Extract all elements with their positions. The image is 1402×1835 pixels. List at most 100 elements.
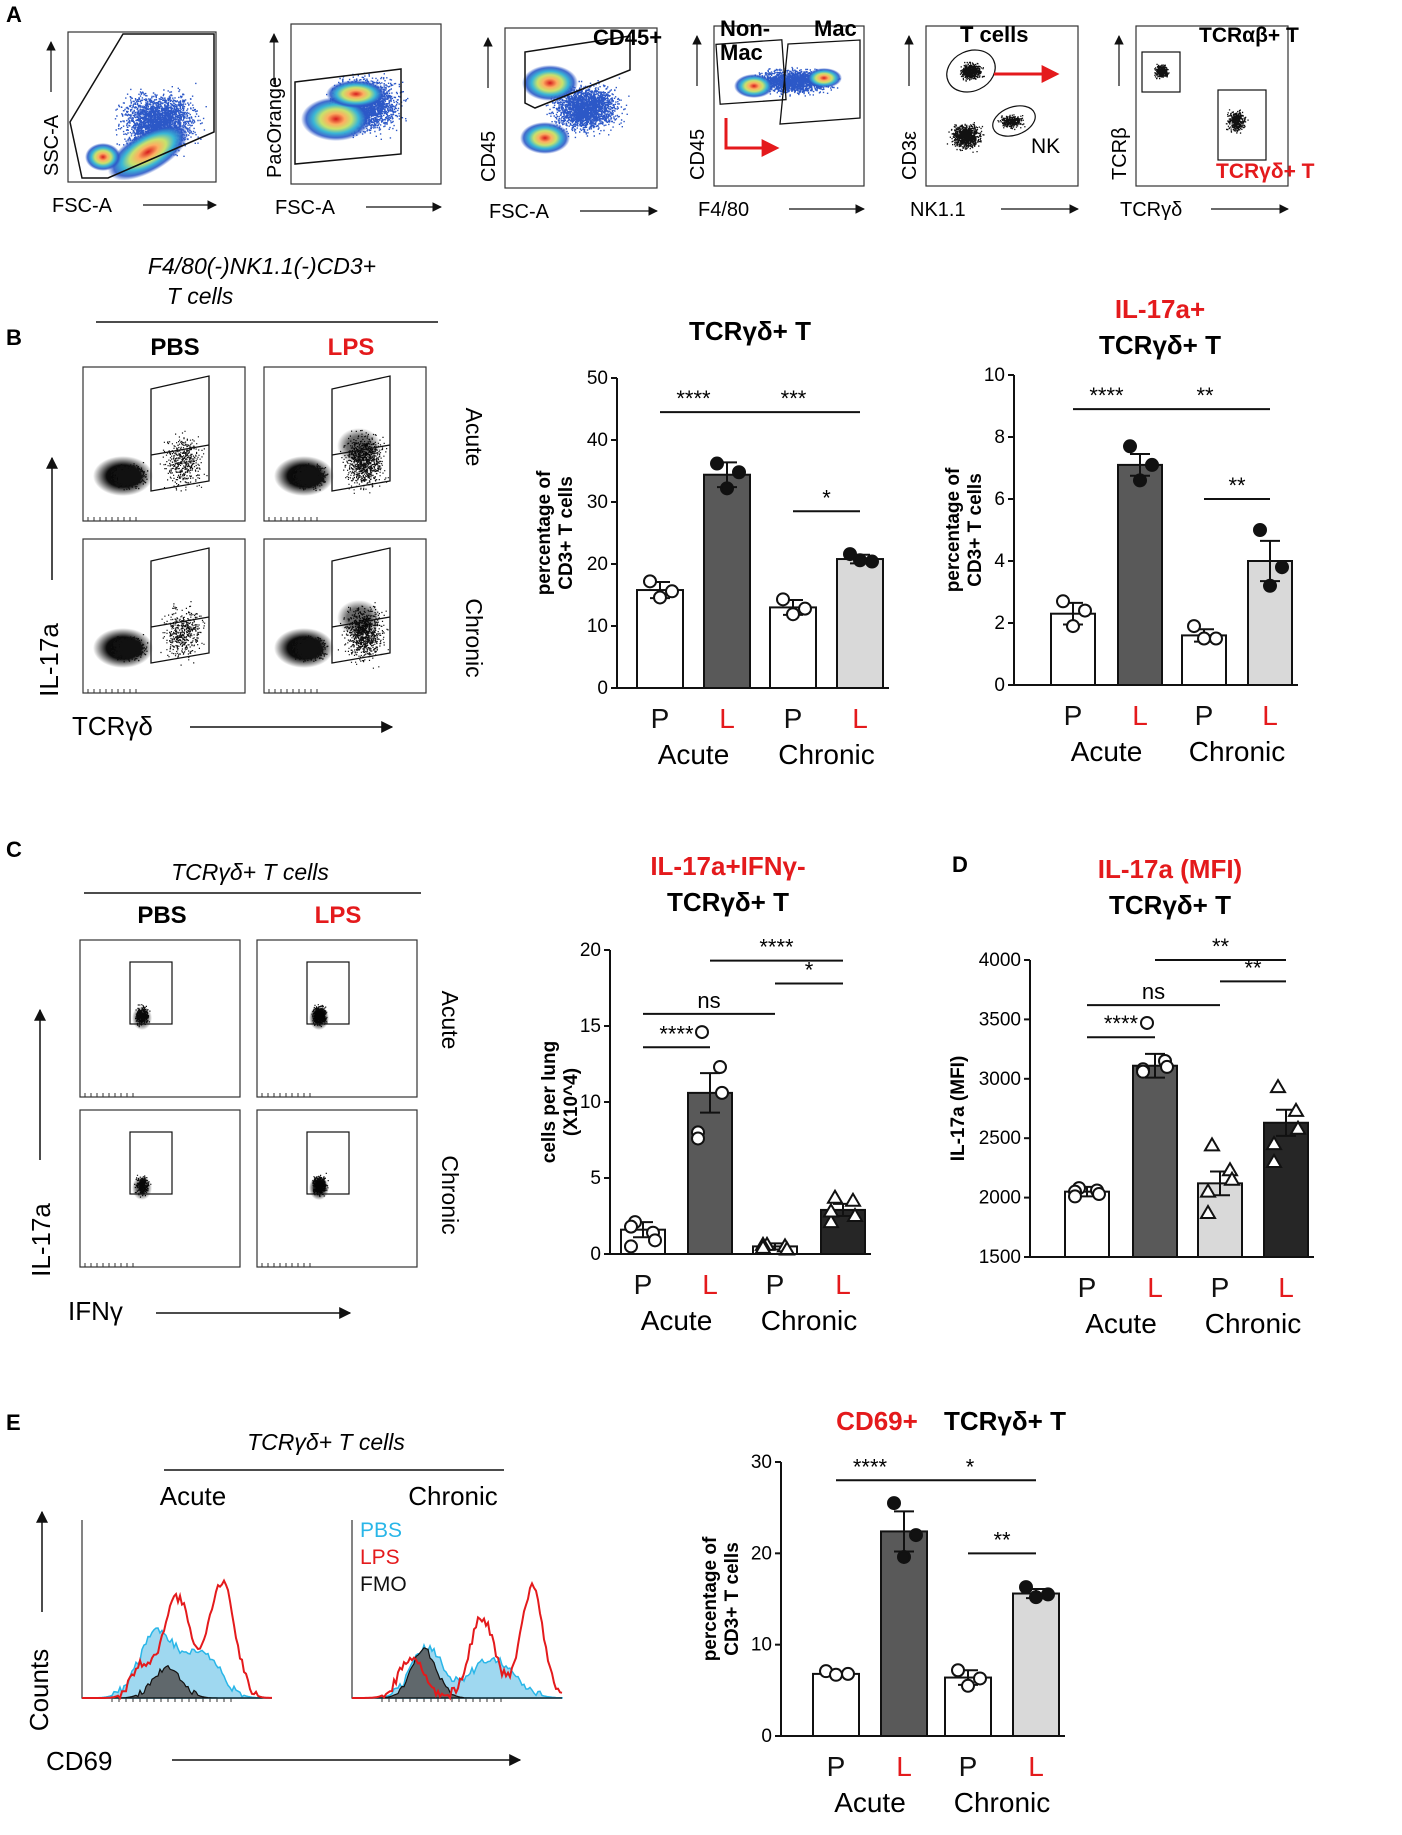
density-hotspot <box>734 74 774 98</box>
panel-e-legend-fmo: FMO <box>360 1573 407 1596</box>
data-point-triangle <box>1269 1078 1287 1094</box>
tcrab-cluster <box>1154 63 1170 80</box>
significance-label: ** <box>1196 383 1214 408</box>
y-tick-label: 30 <box>751 1452 772 1473</box>
y-tick-label: 3500 <box>979 1009 1021 1030</box>
y-axis-label: CD45 <box>687 129 709 180</box>
scatter-dots <box>159 430 208 492</box>
y-axis-title-line: IL-17a (MFI) <box>948 1056 969 1162</box>
bar-2 <box>1117 463 1163 686</box>
category-label: L <box>1262 700 1278 731</box>
data-point-filled <box>865 554 879 569</box>
data-point-triangle <box>846 1207 864 1222</box>
data-point-open <box>713 1060 727 1075</box>
data-point-filled <box>1041 1587 1055 1602</box>
data-point-open <box>973 1671 987 1686</box>
data-point-filled <box>897 1549 911 1564</box>
chart-title: TCRγδ+ T <box>667 887 789 917</box>
hist-lps <box>82 1578 272 1701</box>
category-label: P <box>1064 700 1083 731</box>
group-label-chronic: Chronic <box>778 739 874 770</box>
tcrgd-dense <box>309 1006 329 1030</box>
data-point-filled <box>909 1528 923 1543</box>
data-point-open <box>776 592 790 607</box>
gate-mac <box>779 39 861 125</box>
data-point-open <box>951 1663 965 1678</box>
data-point-triangle <box>822 1202 840 1218</box>
red-arrow <box>724 118 780 157</box>
category-label: P <box>827 1751 846 1782</box>
significance-label: *** <box>781 386 807 411</box>
bar-1 <box>636 589 684 689</box>
panel-c-col-pbs: PBS <box>137 902 186 929</box>
significance-label: **** <box>1104 1011 1139 1036</box>
t-cell-cluster <box>959 61 985 82</box>
gate-tcrab <box>1141 51 1181 93</box>
y-tick-label: 4000 <box>979 950 1021 971</box>
scatter-dots <box>291 635 329 663</box>
category-label: L <box>1028 1751 1044 1782</box>
group-label-acute: Acute <box>641 1305 713 1336</box>
scatter-dots <box>160 601 206 666</box>
y-axis-title: cells per lung(X10^4) <box>539 1041 582 1163</box>
data-point-triangle <box>1265 1152 1283 1168</box>
panel-b-dot-plots <box>82 366 427 694</box>
y-axis-title: percentage ofCD3+ T cells <box>534 470 577 595</box>
category-label: P <box>784 703 803 734</box>
group-label-chronic: Chronic <box>761 1305 857 1336</box>
hist-lps <box>352 1580 563 1701</box>
gate-il17-split <box>331 616 391 628</box>
y-tick-label: 2000 <box>979 1188 1021 1209</box>
chart-d1-il17a-mfi: IL-17a (MFI) TCRγδ+ T 1500 2000 2500 3000 3500… <box>948 854 1314 1339</box>
significance-label: ** <box>1228 473 1246 498</box>
y-axis-title-line: (X10^4) <box>561 1068 582 1136</box>
gate-label-tcrab: TCRαβ+ T <box>1199 24 1299 47</box>
gating-plot-5: CD3ε NK1.1 T cells NK <box>899 22 1079 221</box>
y-axis-label: PacOrange <box>264 77 286 178</box>
scatter-dots <box>946 122 985 153</box>
plot-frame <box>79 1109 241 1268</box>
bar-4 <box>836 558 884 689</box>
data-point-open <box>1187 619 1201 634</box>
panel-c-col-lps: LPS <box>315 902 362 929</box>
significance-label: * <box>805 957 814 982</box>
data-point-triangle <box>822 1213 840 1229</box>
category-label: P <box>634 1269 653 1300</box>
data-point-open <box>786 607 800 622</box>
density-hotspot <box>85 143 121 171</box>
b-dotplot-2 <box>263 366 427 522</box>
y-axis-title-line: CD3+ T cells <box>722 1542 743 1656</box>
data-point-filled <box>1133 473 1147 488</box>
category-label: L <box>896 1751 912 1782</box>
y-axis-title: percentage ofCD3+ T cells <box>700 1536 743 1661</box>
group-label-chronic: Chronic <box>954 1787 1050 1818</box>
y-tick-label: 20 <box>580 940 601 961</box>
category-label: L <box>719 703 735 734</box>
x-axis-label: FSC-A <box>489 201 550 223</box>
panel-b-letter: B <box>6 325 22 350</box>
data-point-triangle <box>1199 1182 1217 1198</box>
category-label: L <box>852 703 868 734</box>
significance-label: **** <box>659 1021 694 1046</box>
c-dotplot-3 <box>79 1109 241 1268</box>
plot-frame <box>256 939 418 1098</box>
panel-b-header-line2: T cells <box>167 283 234 309</box>
category-label: L <box>1278 1272 1294 1303</box>
scatter-dots <box>997 114 1026 131</box>
density-hotspot <box>522 65 578 101</box>
scatter-dots <box>1154 63 1170 80</box>
group-label-acute: Acute <box>1085 1308 1157 1339</box>
x-axis-label: FSC-A <box>275 197 336 219</box>
category-label: L <box>1147 1272 1163 1303</box>
group-label-acute: Acute <box>1071 736 1143 767</box>
panel-b-x-axis: TCRγδ <box>72 711 153 741</box>
data-point-filled <box>1275 560 1289 575</box>
group-label-acute: Acute <box>658 739 730 770</box>
data-point-open <box>1140 1015 1154 1030</box>
data-point-open <box>624 1219 638 1234</box>
data-point-open <box>648 1233 662 1248</box>
y-tick-label: 10 <box>580 1092 601 1113</box>
data-point-open <box>798 601 812 616</box>
plot-frame <box>504 27 658 189</box>
scatter-dots <box>110 462 149 491</box>
